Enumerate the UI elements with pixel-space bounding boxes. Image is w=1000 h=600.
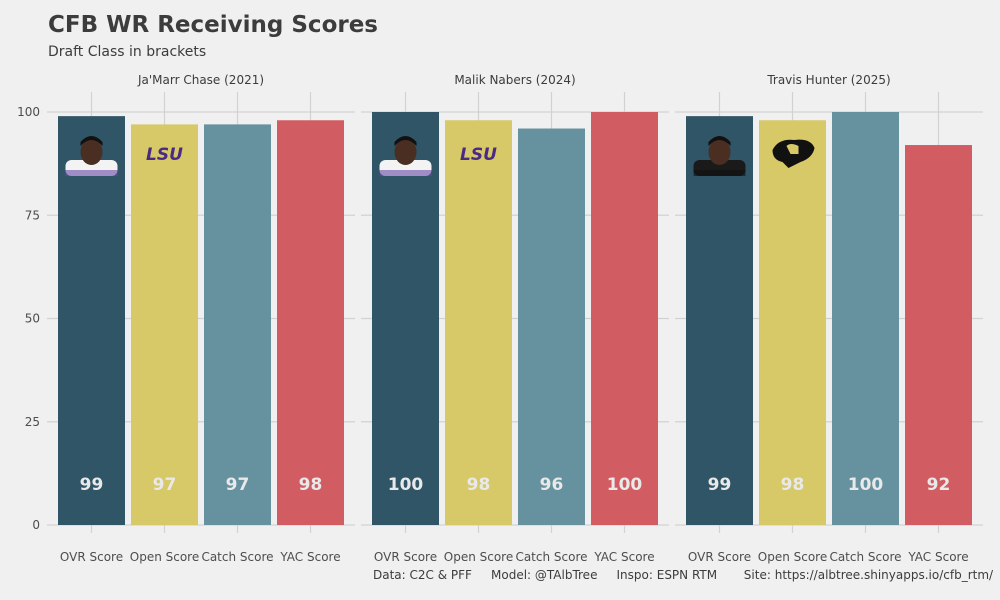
bar-open-score [131, 124, 198, 525]
bar-value-label: 100 [607, 475, 643, 495]
x-tick-label: OVR Score [60, 550, 123, 564]
bar-value-label: 92 [927, 475, 951, 495]
facet-label: Malik Nabers (2024) [454, 73, 575, 87]
colorado-buffalo-logo-icon [772, 139, 815, 168]
bar-value-label: 99 [80, 475, 104, 495]
bar-value-label: 98 [467, 475, 491, 495]
x-tick-label: YAC Score [593, 550, 654, 564]
x-tick-label: Catch Score [201, 550, 273, 564]
bar-catch-score [832, 112, 899, 525]
bar-ovr-score [686, 116, 753, 525]
bar-value-label: 96 [540, 475, 564, 495]
y-tick-label: 0 [32, 518, 40, 532]
x-tick-label: Catch Score [829, 550, 901, 564]
player-headshot-icon [379, 136, 432, 176]
y-tick-label: 75 [25, 208, 40, 222]
x-tick-label: OVR Score [374, 550, 437, 564]
bar-value-label: 97 [153, 475, 177, 495]
x-tick-label: Catch Score [515, 550, 587, 564]
x-tick-label: OVR Score [688, 550, 751, 564]
bar-value-label: 98 [299, 475, 323, 495]
svg-text:LSU: LSU [146, 145, 183, 165]
chart-caption: Data: C2C & PFF Model: @TAlbTree Inspo: … [373, 568, 994, 582]
x-tick-label: Open Score [758, 550, 827, 564]
bar-open-score [759, 120, 826, 525]
x-tick-label: YAC Score [907, 550, 968, 564]
bar-yac-score [591, 112, 658, 525]
x-tick-label: YAC Score [279, 550, 340, 564]
bar-ovr-score [372, 112, 439, 525]
player-headshot-icon [693, 136, 746, 176]
lsu-logo-icon: LSU [146, 145, 183, 165]
bar-value-label: 100 [388, 475, 424, 495]
bar-open-score [445, 120, 512, 525]
bar-yac-score [277, 120, 344, 525]
bar-yac-score [905, 145, 972, 526]
x-tick-label: Open Score [444, 550, 513, 564]
y-tick-label: 25 [25, 415, 40, 429]
bar-value-label: 97 [226, 475, 250, 495]
y-tick-label: 50 [25, 312, 40, 326]
bar-value-label: 99 [708, 475, 732, 495]
lsu-logo-icon: LSU [460, 145, 497, 165]
bar-catch-score [204, 124, 271, 525]
chart-subtitle: Draft Class in brackets [48, 44, 207, 60]
svg-text:LSU: LSU [460, 145, 497, 165]
bar-value-label: 100 [848, 475, 884, 495]
player-headshot-icon [65, 136, 118, 176]
facet-label: Ja'Marr Chase (2021) [137, 73, 264, 87]
x-tick-label: Open Score [130, 550, 199, 564]
y-tick-label: 100 [17, 105, 40, 119]
bar-catch-score [518, 128, 585, 525]
bar-value-label: 98 [781, 475, 805, 495]
bar-ovr-score [58, 116, 125, 525]
facet-label: Travis Hunter (2025) [766, 73, 890, 87]
chart-title: CFB WR Receiving Scores [48, 12, 378, 38]
